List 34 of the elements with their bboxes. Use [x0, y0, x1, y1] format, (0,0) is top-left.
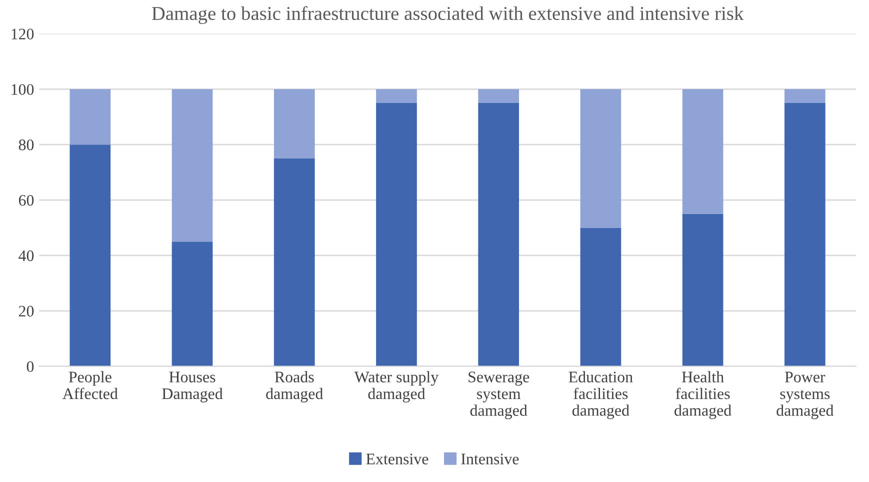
- bar: [274, 158, 315, 366]
- bar: [580, 89, 622, 228]
- x-tick-label: Power systems damaged: [776, 372, 834, 420]
- y-tick-label: 40: [18, 250, 34, 262]
- bar: [682, 214, 724, 366]
- bar: [478, 103, 520, 366]
- y-tick-label: 100: [12, 84, 34, 95]
- legend-label: Extensive: [366, 454, 428, 464]
- x-tick-label: Health facilities damaged: [674, 371, 732, 420]
- bar: [580, 228, 622, 366]
- y-tick-label: 60: [18, 194, 34, 206]
- legend-label: Intensive: [461, 454, 519, 464]
- x-tick-label: People Affected: [62, 371, 118, 400]
- y-tick-label: 0: [26, 361, 34, 372]
- x-tick-label: Education facilities damaged: [568, 371, 633, 420]
- x-tick-label: Houses Damaged: [162, 372, 223, 402]
- bar: [172, 242, 213, 366]
- bar: [682, 89, 724, 214]
- y-tick-label: 120: [12, 28, 34, 40]
- x-tick-label: Water supply damaged: [354, 371, 439, 402]
- x-tick-label: Roads damaged: [266, 371, 324, 402]
- bar: [478, 89, 520, 104]
- y-tick-label: 20: [18, 306, 34, 317]
- bar: [70, 89, 111, 145]
- bar: [274, 89, 315, 158]
- bar: [784, 103, 826, 366]
- bar: [376, 89, 417, 104]
- y-tick-label: 80: [18, 140, 34, 150]
- bar: [172, 89, 213, 242]
- bar: [70, 144, 111, 366]
- bar: [784, 89, 826, 104]
- chart-title: Damage to basic infraestructure associated with extensive and intensive risk: [152, 6, 744, 24]
- x-tick-label: Sewerage system damaged: [468, 372, 530, 420]
- bar: [376, 103, 417, 366]
